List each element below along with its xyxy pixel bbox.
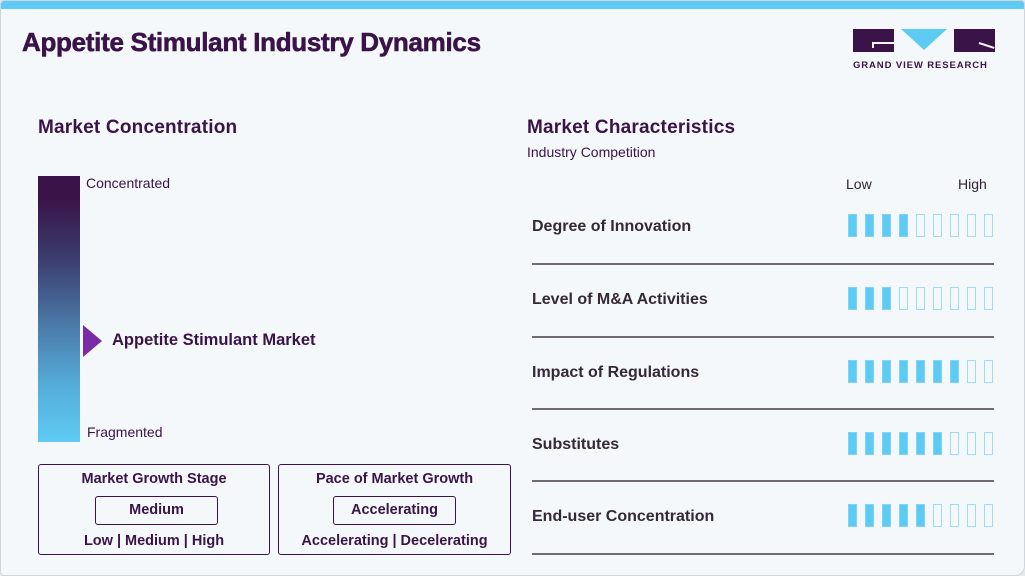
scale-low-label: Low [846,176,872,192]
logo-text: GRAND VIEW RESEARCH [853,60,988,71]
rating-segment-filled-icon [899,504,908,527]
rating-segment-filled-icon [865,504,874,527]
rating-segment-filled-icon [848,360,857,383]
rating-segment-filled-icon [848,504,857,527]
rating-segment-filled-icon [950,360,959,383]
rating-segment-empty-icon [984,214,993,237]
rating-segment-empty-icon [967,214,976,237]
option-low: Low [83,533,113,549]
growth-pace-value: Accelerating [333,496,456,525]
industry-competition-subtitle: Industry Competition [527,144,656,160]
rating-bars [848,360,993,383]
logo-g-block-icon [853,29,894,52]
row-divider [532,480,994,482]
rating-segment-filled-icon [916,504,925,527]
rating-segment-filled-icon [865,214,874,237]
fragmented-label: Fragmented [87,424,163,440]
growth-stage-options: Low | Medium | High [83,533,225,549]
characteristic-row: Level of M&A Activities [532,265,994,338]
row-divider [532,408,994,410]
market-concentration-title: Market Concentration [38,117,238,138]
option-medium: Medium [125,533,180,549]
market-characteristics-title: Market Characteristics [527,117,736,138]
rating-segment-filled-icon [933,360,942,383]
characteristic-label: Impact of Regulations [532,364,700,381]
rating-segment-empty-icon [950,214,959,237]
rating-bars [848,432,993,455]
rating-segment-filled-icon [865,287,874,310]
rating-segment-empty-icon [984,504,993,527]
market-growth-stage-box: Market Growth Stage Medium Low | Medium | Hi… [38,464,270,555]
rating-segment-filled-icon [916,360,925,383]
rating-segment-empty-icon [950,504,959,527]
rating-segment-filled-icon [899,360,908,383]
rating-segment-empty-icon [899,287,908,310]
rating-segment-filled-icon [882,214,891,237]
rating-segment-filled-icon [916,432,925,455]
rating-segment-filled-icon [848,287,857,310]
row-divider [532,336,994,338]
rating-segment-filled-icon [865,432,874,455]
pace-of-market-growth-box: Pace of Market Growth Accelerating Accel… [278,464,511,555]
rating-segment-empty-icon [967,432,976,455]
grand-view-research-logo: GRAND VIEW RESEARCH [853,29,998,73]
rating-segment-filled-icon [848,432,857,455]
rating-segment-filled-icon [933,432,942,455]
growth-pace-title: Pace of Market Growth [315,471,474,487]
rating-segment-empty-icon [984,360,993,383]
concentration-gradient-bar [38,176,80,442]
growth-pace-options: Accelerating | Decelerating [301,533,488,549]
rating-segment-filled-icon [882,504,891,527]
concentrated-label: Concentrated [86,175,171,191]
rating-segment-empty-icon [950,432,959,455]
rating-bars [848,214,993,237]
rating-segment-empty-icon [967,360,976,383]
characteristic-label: Degree of Innovation [532,218,692,235]
row-divider [532,263,994,265]
characteristic-row: Impact of Regulations [532,338,994,411]
rating-segment-empty-icon [950,287,959,310]
rating-segment-filled-icon [882,432,891,455]
page-title: Appetite Stimulant Industry Dynamics [22,27,482,58]
rating-segment-filled-icon [899,214,908,237]
market-position-marker-icon [83,325,102,357]
logo-r-block-icon [954,29,995,52]
rating-bars [848,287,993,310]
rating-segment-empty-icon [967,287,976,310]
top-accent-bar [1,1,1024,9]
characteristic-row: End-user Concentration [532,482,994,555]
characteristic-label: Level of M&A Activities [532,291,708,308]
rating-segment-filled-icon [848,214,857,237]
option-decelerating: Decelerating [400,533,488,549]
scale-high-label: High [958,176,987,192]
market-position-label: Appetite Stimulant Market [112,331,316,349]
rating-segment-empty-icon [933,504,942,527]
rating-bars [848,504,993,527]
row-divider [532,553,994,555]
characteristic-row: Degree of Innovation [532,192,994,265]
growth-stage-title: Market Growth Stage [81,471,227,487]
growth-stage-value: Medium [95,496,218,525]
rating-segment-empty-icon [916,214,925,237]
rating-segment-filled-icon [882,360,891,383]
rating-segment-empty-icon [933,214,942,237]
characteristic-label: Substitutes [532,436,620,453]
rating-segment-empty-icon [984,432,993,455]
rating-segment-empty-icon [916,287,925,310]
option-accelerating: Accelerating [301,533,389,549]
rating-segment-empty-icon [967,504,976,527]
rating-segment-empty-icon [933,287,942,310]
rating-segment-empty-icon [984,287,993,310]
option-high: High [191,533,225,549]
rating-segment-filled-icon [865,360,874,383]
characteristic-label: End-user Concentration [532,508,715,525]
rating-segment-filled-icon [882,287,891,310]
logo-v-triangle-icon [901,29,947,50]
rating-segment-filled-icon [899,432,908,455]
characteristic-row: Substitutes [532,410,994,483]
